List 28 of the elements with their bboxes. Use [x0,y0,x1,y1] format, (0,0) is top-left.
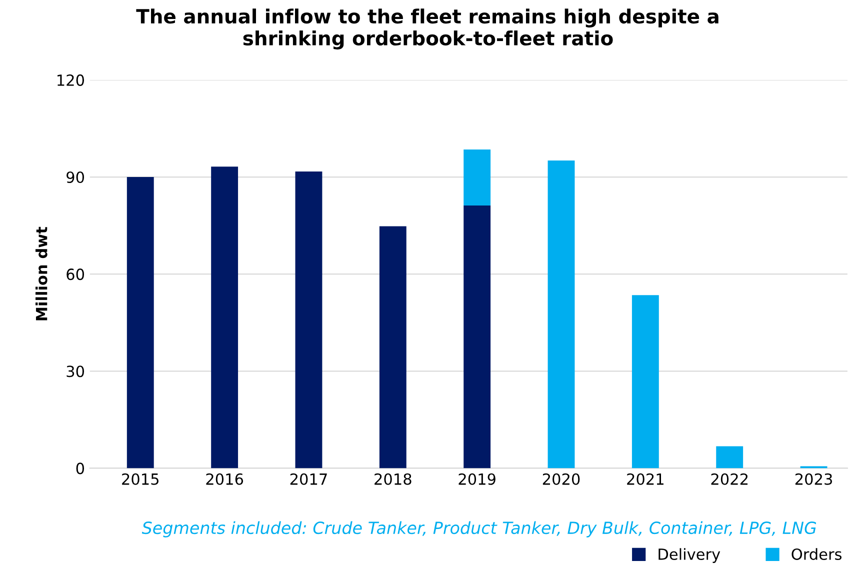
x-tick-label: 2019 [458,473,496,485]
bar [464,205,491,468]
bar [548,160,575,468]
bar [464,150,491,206]
bar [295,172,322,468]
x-tick-label: 2016 [206,473,244,485]
bar [716,446,744,468]
x-tick-label: 2018 [374,473,412,485]
y-tick-label: 90 [66,171,84,184]
y-axis-title: Million dwt [36,226,48,320]
legend-label: Delivery [658,548,720,563]
x-tick-label: 2020 [542,473,580,485]
chart-title: The annual inflow to the fleet remains high despite a shrinking orderbook-to-fleet ratio [136,8,718,50]
x-tick-label: 2021 [627,473,664,485]
bar [632,295,659,468]
y-tick-label: 60 [66,268,84,280]
bar [126,177,154,468]
x-tick-label: 2015 [122,473,158,485]
text: Segments included: Crude Tanker, Product Tanker, Dry Bulk, Container, LPG, LNG [142,521,816,538]
y-tick-label: 120 [58,74,84,86]
bar [379,226,406,468]
y-tick-label: 30 [66,366,84,378]
x-tick-label: 2017 [290,473,327,485]
y-tick-label: 0 [76,462,84,474]
bar [211,166,238,468]
x-tick-label: 2022 [711,473,748,485]
legend-label: Orders [792,548,842,560]
x-tick-label: 2023 [795,473,832,485]
